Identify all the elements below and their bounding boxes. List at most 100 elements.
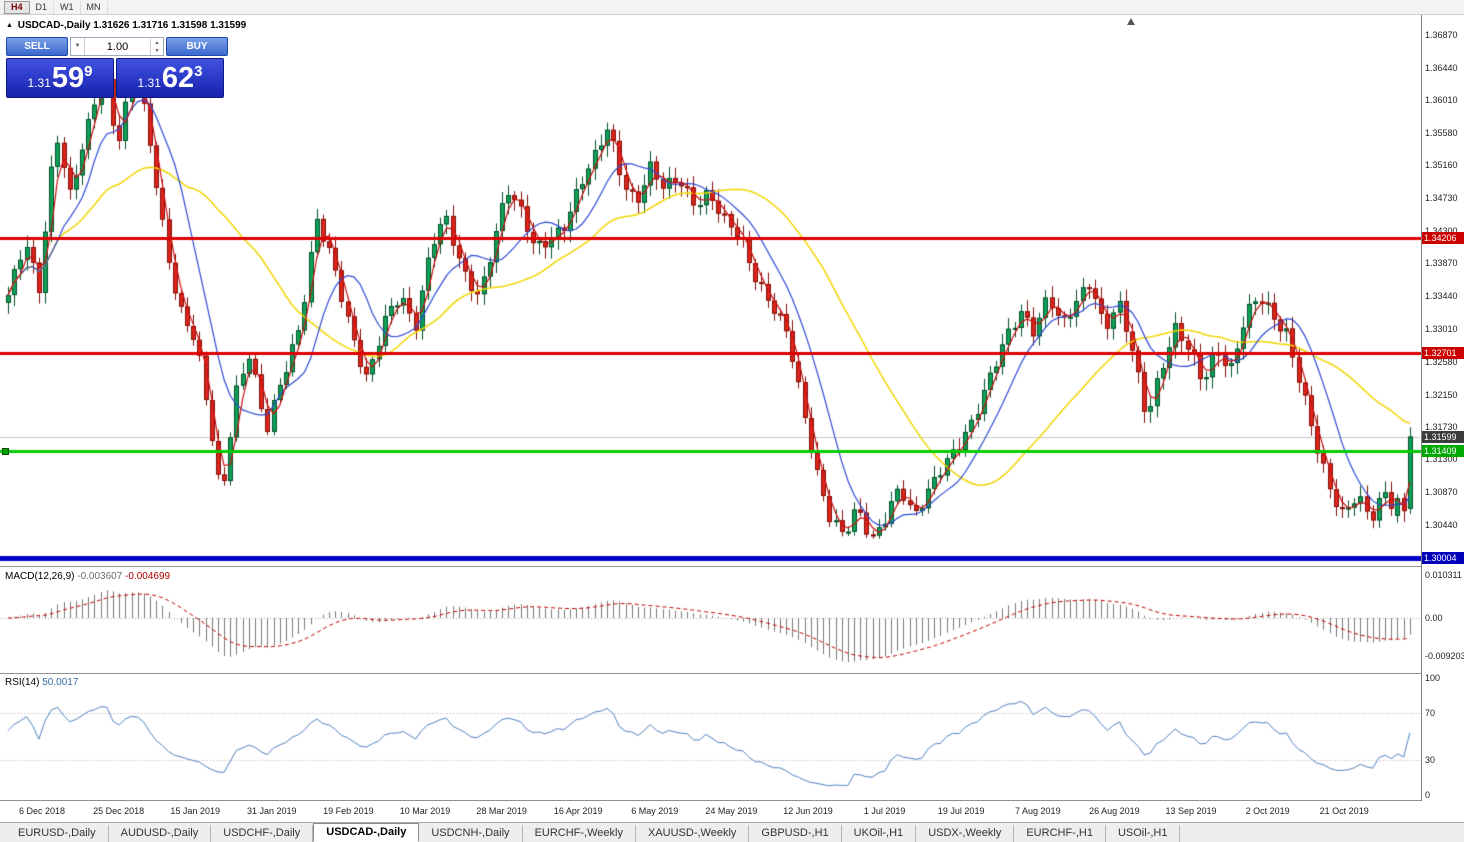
chart-tab-usdchfdaily[interactable]: USDCHF-,Daily bbox=[211, 825, 314, 842]
ask-price-box[interactable]: 1.31 62 3 bbox=[116, 58, 224, 98]
price-level-label: 1.31409 bbox=[1422, 444, 1464, 457]
rsi-name: RSI(14) bbox=[5, 677, 40, 688]
macd-name: MACD(12,26,9) bbox=[5, 571, 75, 582]
bid-big-digits: 59 bbox=[51, 62, 85, 94]
chart-tab-eurchfh1[interactable]: EURCHF-,H1 bbox=[1014, 825, 1106, 842]
chart-tab-gbpusdh1[interactable]: GBPUSD-,H1 bbox=[749, 825, 842, 842]
x-axis-label: 7 Aug 2019 bbox=[1015, 806, 1061, 816]
x-axis-label: 10 Mar 2019 bbox=[399, 806, 451, 816]
chart-tab-usdxweekly[interactable]: USDX-,Weekly bbox=[916, 825, 1015, 842]
y-axis-tick: 1.36440 bbox=[1425, 62, 1458, 73]
x-axis-label: 19 Feb 2019 bbox=[323, 806, 374, 816]
x-axis-label: 16 Apr 2019 bbox=[553, 806, 603, 816]
x-axis-label: 19 Jul 2019 bbox=[937, 806, 985, 816]
x-axis-label: 25 Dec 2018 bbox=[93, 806, 145, 816]
macd-indicator-canvas[interactable] bbox=[0, 567, 1421, 673]
macd-indicator-label: MACD(12,26,9) -0.003607 -0.004699 bbox=[5, 571, 170, 582]
y-axis-tick: 1.33010 bbox=[1425, 323, 1458, 334]
x-axis-label: 28 Mar 2019 bbox=[476, 806, 527, 816]
price-axis[interactable]: 1.36870 1.36440 1.36010 1.35580 1.35160 1.347… bbox=[1421, 15, 1464, 801]
y-axis-tick: 1.32580 bbox=[1425, 356, 1458, 367]
y-axis-tick: 1.36870 bbox=[1425, 29, 1458, 40]
x-axis-label: 13 Sep 2019 bbox=[1165, 806, 1217, 816]
pane-separator[interactable] bbox=[0, 566, 1464, 567]
volume-dropdown-arrow-icon[interactable]: ▼ bbox=[71, 38, 85, 55]
volume-value[interactable]: 1.00 bbox=[106, 40, 129, 53]
rsi-axis-label: 0 bbox=[1425, 790, 1431, 800]
rsi-indicator-canvas[interactable] bbox=[0, 674, 1421, 800]
volume-up-button[interactable]: ▲ bbox=[154, 39, 160, 46]
timeframe-toolbar: H4 D1 W1 MN bbox=[0, 0, 1464, 15]
x-axis-label: 6 May 2019 bbox=[631, 806, 679, 816]
y-axis-tick: 1.31300 bbox=[1425, 454, 1458, 465]
rsi-axis-label: 100 bbox=[1425, 673, 1441, 683]
rsi-axis-label: 70 bbox=[1425, 708, 1436, 719]
support-line-drag-handle[interactable] bbox=[2, 447, 9, 455]
buy-button[interactable]: BUY bbox=[166, 37, 228, 56]
macd-axis-label: -0.009203 bbox=[1425, 651, 1464, 662]
volume-field[interactable]: ▼ 1.00 ▲ ▼ bbox=[70, 37, 164, 56]
chart-shift-marker-icon[interactable] bbox=[1127, 18, 1135, 25]
macd-axis-label: 0.010311 bbox=[1425, 570, 1462, 580]
volume-down-button[interactable]: ▼ bbox=[154, 47, 160, 54]
chart-tab-ukoilh1[interactable]: UKOil-,H1 bbox=[842, 825, 917, 842]
sell-button[interactable]: SELL bbox=[6, 37, 68, 56]
price-chart-canvas[interactable] bbox=[0, 15, 1421, 566]
y-axis-tick: 1.35160 bbox=[1425, 160, 1458, 171]
y-axis-tick: 1.34300 bbox=[1425, 225, 1458, 236]
chart-tab-bar: EURUSD-,Daily AUDUSD-,Daily USDCHF-,Daily U… bbox=[0, 822, 1464, 842]
y-axis-tick: 1.31730 bbox=[1425, 421, 1458, 432]
chart-tab-eurchfweekly[interactable]: EURCHF-,Weekly bbox=[523, 825, 636, 842]
bid-price-box[interactable]: 1.31 59 9 bbox=[6, 58, 114, 98]
pane-separator[interactable] bbox=[0, 673, 1464, 674]
chart-tab-usoilh1[interactable]: USOil-,H1 bbox=[1106, 825, 1181, 842]
bid-pip-digit: 9 bbox=[84, 63, 93, 80]
price-level-label: 1.32701 bbox=[1422, 346, 1464, 359]
price-level-label: 1.30004 bbox=[1422, 552, 1464, 565]
rsi-indicator-label: RSI(14) 50.0017 bbox=[5, 677, 78, 688]
timeframe-button-mn[interactable]: MN bbox=[81, 0, 108, 14]
bid-prefix: 1.31 bbox=[27, 75, 51, 90]
x-axis-label: 24 May 2019 bbox=[705, 806, 758, 816]
y-axis-tick: 1.34730 bbox=[1425, 192, 1458, 203]
chart-tab-eurusddaily[interactable]: EURUSD-,Daily bbox=[6, 825, 109, 842]
date-axis[interactable]: 6 Dec 2018 25 Dec 2018 15 Jan 2019 31 Jan 2… bbox=[0, 801, 1421, 822]
x-axis-label: 6 Dec 2018 bbox=[18, 806, 66, 816]
timeframe-button-h4[interactable]: H4 bbox=[4, 0, 30, 14]
price-level-label: 1.34206 bbox=[1422, 231, 1464, 244]
rsi-value: 50.0017 bbox=[42, 677, 79, 688]
ask-prefix: 1.31 bbox=[137, 75, 161, 90]
one-click-trading-widget: SELL ▼ 1.00 ▲ ▼ BUY 1.31 59 9 bbox=[6, 37, 228, 98]
x-axis-label: 2 Oct 2019 bbox=[1245, 806, 1290, 816]
x-axis-label: 26 Aug 2019 bbox=[1089, 806, 1140, 816]
rsi-axis-label: 30 bbox=[1425, 754, 1436, 765]
chart-tab-audusddaily[interactable]: AUDUSD-,Daily bbox=[109, 825, 212, 842]
chart-tab-usdcnhdaily[interactable]: USDCNH-,Daily bbox=[419, 825, 523, 842]
ask-pip-digit: 3 bbox=[194, 63, 203, 80]
y-axis-tick: 1.35580 bbox=[1425, 128, 1458, 139]
pane-separator[interactable] bbox=[0, 800, 1464, 801]
x-axis-label: 31 Jan 2019 bbox=[247, 806, 297, 816]
y-axis-tick: 1.33870 bbox=[1425, 258, 1458, 269]
price-level-label: 1.31599 bbox=[1422, 430, 1464, 443]
chart-ohlc-values: 1.31626 1.31716 1.31598 1.31599 bbox=[93, 20, 247, 31]
chart-tab-usdcaddaily[interactable]: USDCAD-,Daily bbox=[313, 823, 420, 842]
chart-tab-xauusdweekly[interactable]: XAUUSD-,Weekly bbox=[636, 825, 750, 842]
x-axis-label: 12 Jun 2019 bbox=[783, 806, 833, 816]
ask-big-digits: 62 bbox=[161, 62, 195, 94]
y-axis-tick: 1.33440 bbox=[1425, 291, 1458, 302]
x-axis-label: 1 Jul 2019 bbox=[863, 806, 906, 816]
macd-axis-label: 0.00 bbox=[1425, 613, 1443, 623]
timeframe-button-w1[interactable]: W1 bbox=[54, 0, 81, 14]
y-axis-tick: 1.32150 bbox=[1425, 389, 1458, 400]
chart-symbol-label: USDCAD-,Daily bbox=[17, 20, 91, 31]
chart-title: ▲ USDCAD-,Daily 1.31626 1.31716 1.31598 … bbox=[6, 20, 246, 31]
y-axis-tick: 1.30870 bbox=[1425, 487, 1458, 498]
timeframe-button-d1[interactable]: D1 bbox=[30, 0, 55, 14]
y-axis-tick: 1.30440 bbox=[1425, 519, 1458, 530]
volume-spinner: ▲ ▼ bbox=[150, 38, 163, 55]
y-axis-tick: 1.36010 bbox=[1425, 95, 1458, 106]
macd-signal-value: -0.004699 bbox=[125, 571, 171, 582]
chart-window: ▲ USDCAD-,Daily 1.31626 1.31716 1.31598 … bbox=[0, 15, 1464, 822]
